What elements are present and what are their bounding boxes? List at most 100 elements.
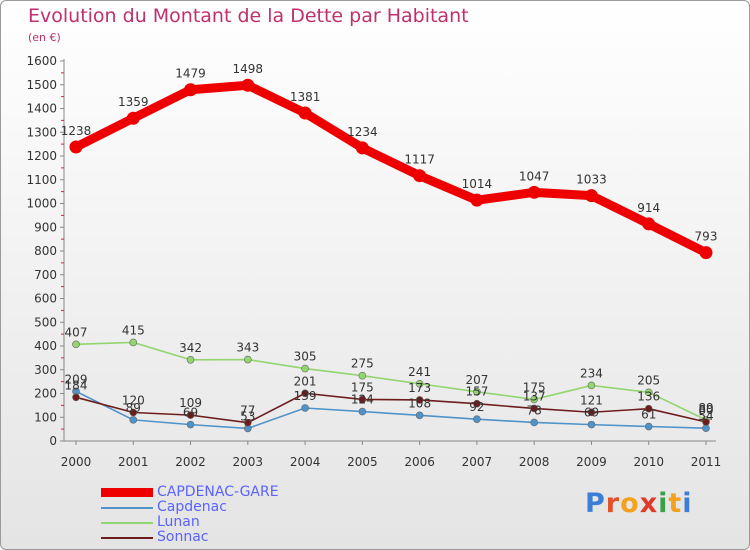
y-tick-label: 500 [34, 315, 57, 329]
data-point [186, 411, 195, 419]
data-point [473, 399, 481, 408]
logo-letter: P [585, 488, 606, 519]
x-tick-label: 2010 [633, 455, 664, 469]
x-tick-label: 2005 [347, 455, 378, 469]
proxiti-logo[interactable]: Proxiti [585, 488, 693, 519]
x-tick-label: 2002 [175, 455, 206, 469]
y-tick-label: 1000 [26, 197, 57, 211]
x-tick-label: 2001 [118, 455, 149, 469]
x-tick-label: 2006 [404, 455, 435, 469]
axes: 0 100 200 300 400 500 600 700 800 900 1000 1100 1200… [26, 54, 721, 469]
data-label: 407 [65, 325, 88, 339]
logo-letter: i [658, 488, 669, 519]
data-point [358, 371, 367, 380]
data-point [129, 408, 138, 417]
data-point [699, 246, 713, 260]
x-tick-label: 2004 [290, 455, 321, 469]
data-label: 793 [695, 230, 718, 244]
data-labels: 407 415 342 343 305 275 241 207 175 234 205 89 209 89… [61, 62, 718, 423]
y-tick-label: 1600 [26, 54, 57, 68]
x-tick-label: 2000 [61, 455, 92, 469]
logo-letter: t [668, 488, 683, 519]
series-layer [69, 78, 713, 433]
data-point [244, 418, 252, 427]
legend-label: CAPDENAC-GARE [157, 484, 279, 500]
data-label: 136 [637, 390, 660, 404]
data-label: 61 [641, 408, 656, 422]
y-tick-label: 200 [34, 387, 57, 401]
data-label: 914 [637, 201, 660, 215]
data-point [244, 355, 252, 364]
data-label: 173 [408, 381, 431, 395]
logo-letter: o [620, 488, 640, 519]
y-tick-label: 1500 [26, 78, 57, 92]
x-tick-label: 2011 [691, 455, 722, 469]
data-label: 1381 [290, 90, 321, 104]
data-label: 1234 [347, 125, 378, 139]
data-point [184, 83, 198, 97]
logo-letter: r [605, 488, 621, 519]
data-label: 305 [294, 350, 317, 364]
data-point [186, 420, 195, 429]
data-point [473, 415, 481, 423]
data-point [530, 418, 538, 427]
data-label: 184 [65, 378, 88, 392]
data-point [470, 193, 484, 207]
data-point [702, 418, 710, 426]
data-label: 124 [351, 393, 374, 407]
data-point [413, 169, 427, 183]
data-label: 1014 [462, 177, 493, 191]
y-tick-label: 1400 [26, 102, 57, 116]
data-label: 241 [408, 365, 431, 379]
data-label: 205 [637, 373, 660, 387]
series-line-lunan [75, 341, 707, 421]
data-label: 120 [122, 394, 145, 408]
logo-letter: x [639, 488, 659, 519]
x-tick-label: 2003 [233, 455, 264, 469]
data-label: 78 [527, 403, 542, 417]
data-label: 342 [179, 341, 202, 355]
data-label: 209 [65, 372, 88, 386]
data-label: 201 [294, 374, 317, 388]
data-point [298, 106, 312, 120]
data-label: 343 [236, 341, 259, 355]
data-label: 77 [240, 404, 255, 418]
chart-title: Evolution du Montant de la Dette par Hab… [28, 5, 469, 27]
data-point [72, 340, 80, 349]
data-point [415, 411, 424, 420]
data-point [644, 388, 653, 397]
data-point [415, 379, 424, 388]
y-tick-label: 800 [34, 244, 57, 258]
y-tick-label: 600 [34, 292, 57, 306]
data-label: 1238 [61, 124, 92, 138]
data-label: 69 [584, 406, 599, 420]
x-tick-label: 2008 [519, 455, 550, 469]
data-label: 207 [465, 373, 488, 387]
x-tick-label: 2009 [576, 455, 607, 469]
data-label: 175 [351, 380, 374, 394]
data-point [129, 338, 138, 347]
data-label: 1047 [519, 169, 550, 183]
legend-label: Lunan [157, 514, 200, 530]
y-tick-label: 1300 [26, 125, 57, 139]
legend-swatch [101, 507, 153, 509]
legend-label: Capdenac [157, 499, 227, 515]
data-label: 175 [523, 380, 546, 394]
data-point [358, 395, 367, 404]
y-tick-label: 100 [34, 410, 57, 424]
series-line-capdenac-gare [71, 80, 711, 258]
data-point [584, 189, 598, 203]
series-line-sonnac [75, 392, 707, 424]
data-label: 108 [408, 396, 431, 410]
data-label: 53 [240, 409, 255, 423]
data-point [587, 381, 596, 390]
data-point [69, 140, 83, 154]
data-label: 139 [294, 389, 317, 403]
data-label: 275 [351, 357, 374, 371]
data-label: 80 [698, 403, 713, 417]
data-label: 89 [126, 401, 141, 415]
data-label: 1033 [576, 173, 607, 187]
y-tick-label: 400 [34, 339, 57, 353]
data-point [186, 355, 195, 364]
